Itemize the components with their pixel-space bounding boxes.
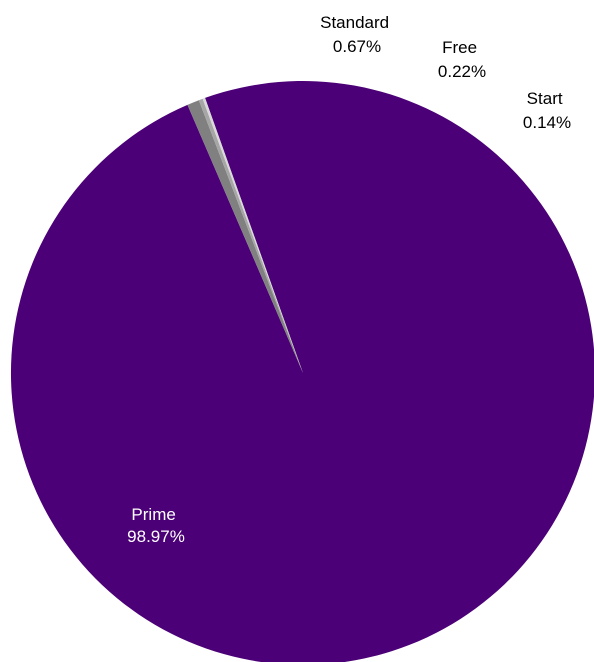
slice-name-free: Free (442, 38, 477, 57)
slice-label-free: Free 0.22% (438, 38, 486, 81)
slice-value-free: 0.22% (438, 62, 486, 81)
slice-label-prime: Prime 98.97% (127, 505, 185, 546)
slice-value-start: 0.14% (523, 113, 571, 132)
slice-label-start: Start 0.14% (523, 89, 571, 132)
slice-value-standard: 0.67% (333, 37, 381, 56)
slice-value-prime: 98.97% (127, 527, 185, 546)
slice-name-start: Start (527, 89, 563, 108)
pie-slice-free (198, 98, 303, 373)
slice-name-standard: Standard (320, 13, 389, 32)
slice-name-prime: Prime (131, 505, 175, 524)
pie-slice-start (202, 97, 303, 374)
pie-slices (10, 81, 594, 662)
pie-slice-standard (187, 100, 303, 374)
slice-label-standard: Standard 0.67% (320, 13, 394, 56)
pie-labels: Prime 98.97% Standard 0.67% Free 0.22% S… (127, 13, 571, 546)
pie-slice-prime (10, 81, 594, 662)
